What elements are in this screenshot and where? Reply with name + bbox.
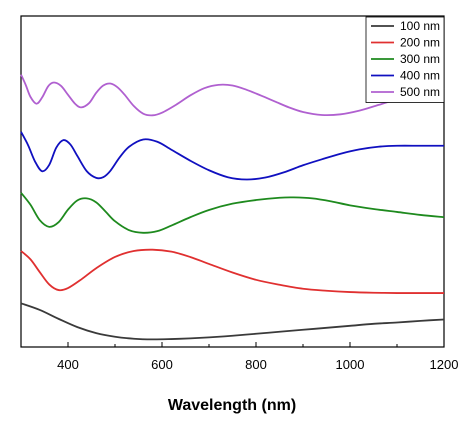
legend: 100 nm 200 nm 300 nm 400 nm 500 nm — [365, 16, 445, 103]
series-line-400-nm — [20, 131, 444, 181]
x-tick-label: 600 — [151, 357, 173, 372]
series-line-300-nm — [20, 192, 445, 234]
legend-label: 200 nm — [400, 36, 440, 50]
series-line-200-nm — [20, 248, 445, 294]
series-line-500-nm — [20, 74, 445, 117]
x-axis-title: Wavelength (nm) — [168, 397, 296, 414]
x-tick-label: 1200 — [430, 357, 459, 372]
series-line-100-nm — [20, 302, 445, 341]
legend-label: 500 nm — [400, 85, 440, 99]
legend-label: 100 nm — [400, 19, 440, 33]
series-lines — [20, 74, 445, 341]
x-tick-label: 400 — [57, 357, 79, 372]
legend-label: 300 nm — [400, 52, 440, 66]
x-tick-label: 1000 — [336, 357, 365, 372]
x-tick-label: 800 — [245, 357, 267, 372]
x-axis-ticks: 400 600 800 1000 1200 — [20, 342, 459, 372]
plot-frame — [20, 15, 445, 348]
legend-label: 400 nm — [400, 69, 440, 83]
